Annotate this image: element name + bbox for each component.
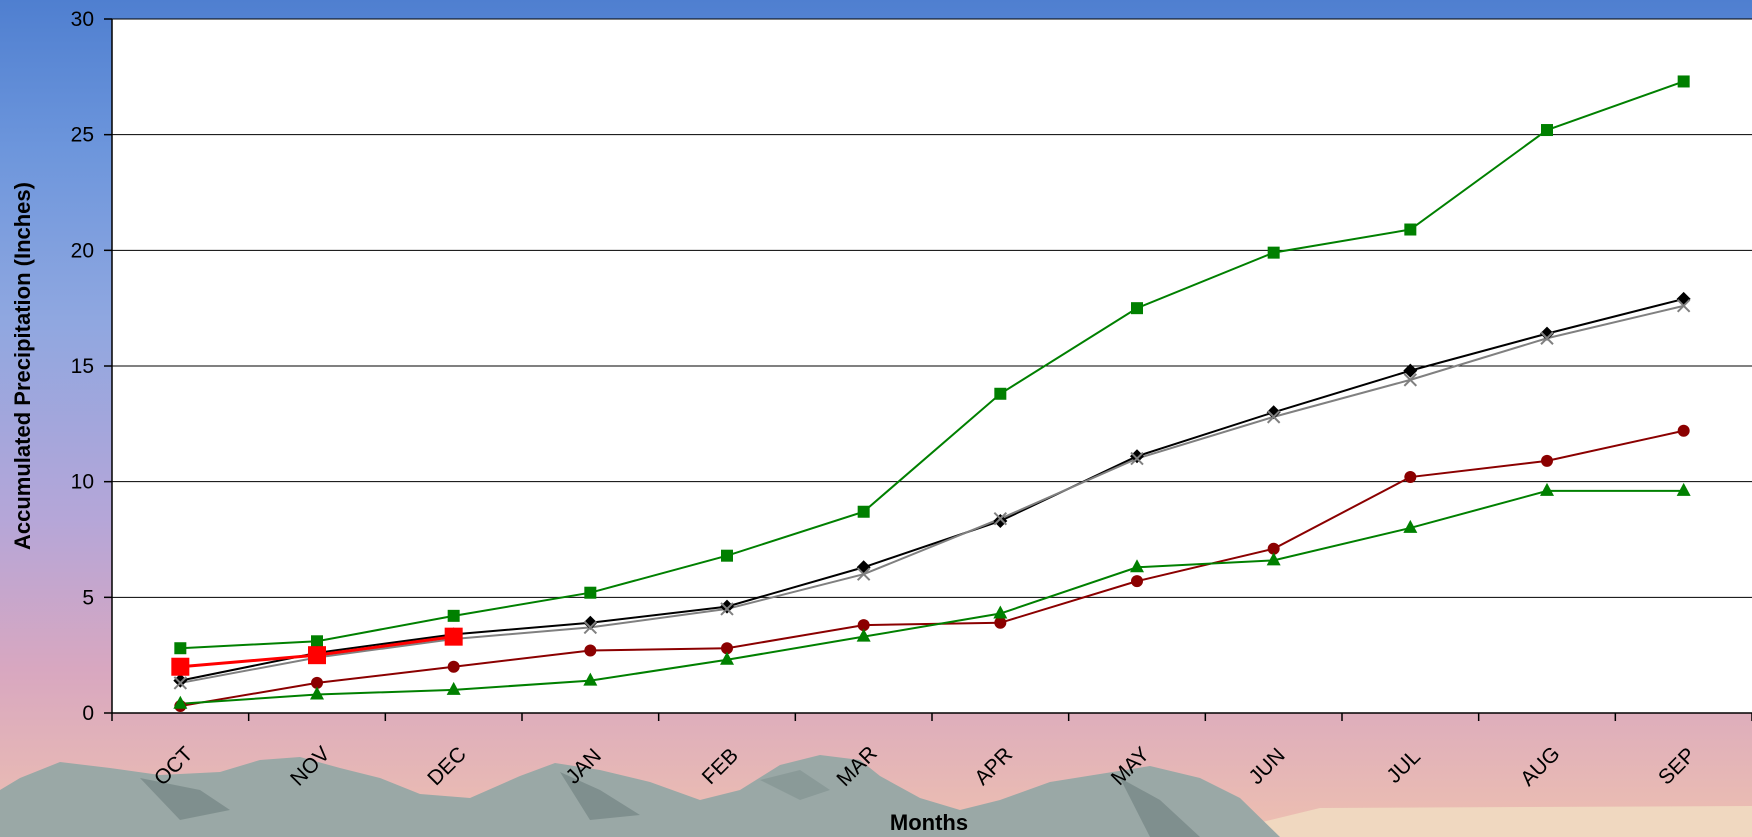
data-point <box>994 616 1007 629</box>
gridlines <box>112 18 1752 598</box>
x-tick-label: JUN <box>1244 744 1289 789</box>
data-point <box>1130 449 1144 464</box>
x-tick-label: JAN <box>562 744 606 788</box>
data-point <box>308 646 326 665</box>
y-tick-label: 0 <box>82 702 94 725</box>
data-point <box>1266 405 1281 420</box>
data-point <box>171 657 190 676</box>
y-tick-label: 15 <box>71 355 94 378</box>
data-point <box>1676 299 1691 313</box>
data-point <box>1267 542 1280 555</box>
data-point <box>447 609 460 622</box>
data-point <box>721 549 733 562</box>
data-point <box>993 511 1008 526</box>
data-point <box>1403 519 1418 533</box>
x-tick-label: MAR <box>832 742 881 791</box>
data-point <box>584 644 597 657</box>
x-tick-label: FEB <box>698 744 743 789</box>
data-point <box>174 642 187 655</box>
x-tick-label: DEC <box>423 743 471 791</box>
data-point <box>1540 331 1554 345</box>
y-tick-label: 25 <box>71 124 94 147</box>
y-axis-title: Accumulated Precipitation (Inches) <box>10 182 35 550</box>
y-tick-label: 30 <box>71 8 94 31</box>
series-lines <box>180 80 1685 708</box>
x-tick-label: NOV <box>286 742 334 790</box>
series-markers <box>171 75 1691 713</box>
x-axis-title: Months <box>890 810 968 835</box>
data-point <box>1266 410 1281 424</box>
data-point <box>1404 471 1417 484</box>
data-point <box>311 676 323 689</box>
data-point <box>583 672 598 686</box>
data-point <box>856 628 871 642</box>
data-point <box>721 642 733 655</box>
data-point <box>857 505 870 518</box>
series-line <box>180 489 1684 705</box>
series-line <box>180 297 1684 682</box>
data-point <box>994 387 1007 400</box>
data-point <box>1540 482 1554 496</box>
data-point <box>583 615 598 630</box>
data-point <box>720 599 734 614</box>
data-point <box>993 605 1008 619</box>
data-point <box>1540 326 1554 341</box>
data-point <box>446 681 461 695</box>
data-point <box>1541 454 1553 467</box>
data-point <box>1403 373 1418 387</box>
data-point <box>447 660 460 673</box>
y-tick-label: 20 <box>71 239 94 262</box>
data-point <box>584 586 597 599</box>
series-line <box>180 429 1684 708</box>
data-point <box>1403 363 1418 378</box>
data-point <box>856 567 871 581</box>
data-point <box>993 513 1008 528</box>
x-tick-label: APR <box>970 743 1017 790</box>
data-point <box>1541 124 1553 137</box>
data-point <box>720 602 734 616</box>
x-tick-label: JUL <box>1382 745 1425 788</box>
data-point <box>1266 552 1281 566</box>
data-point <box>1267 246 1280 259</box>
y-tick-label: 10 <box>71 471 94 494</box>
data-point <box>173 695 188 709</box>
data-point <box>173 676 188 690</box>
data-point <box>857 619 870 632</box>
data-point <box>583 620 598 635</box>
series-line <box>180 80 1685 650</box>
y-axis-ticks: 0 5 10 15 20 25 30 <box>71 8 112 725</box>
data-point <box>173 673 188 688</box>
x-tick-label: SEP <box>1654 743 1700 789</box>
data-point <box>1677 75 1690 88</box>
x-axis-ticks: OCT NOV DEC JAN FEB MAR APR MAY JUN JUL AUG SEP <box>111 713 1752 791</box>
data-point <box>1130 559 1144 573</box>
y-tick-label: 5 <box>82 586 94 609</box>
x-tick-label: OCT <box>150 742 198 790</box>
x-tick-label: AUG <box>1516 742 1564 790</box>
data-point <box>1131 302 1143 315</box>
data-point <box>310 686 324 700</box>
x-tick-label: MAY <box>1107 743 1154 790</box>
data-point <box>720 651 734 665</box>
data-point <box>1131 575 1143 588</box>
data-point <box>1130 451 1144 466</box>
series-line <box>180 304 1684 684</box>
data-point <box>444 627 463 646</box>
data-point <box>311 635 323 648</box>
data-point <box>1404 223 1417 236</box>
data-point <box>1676 482 1691 496</box>
data-point <box>1677 424 1690 437</box>
